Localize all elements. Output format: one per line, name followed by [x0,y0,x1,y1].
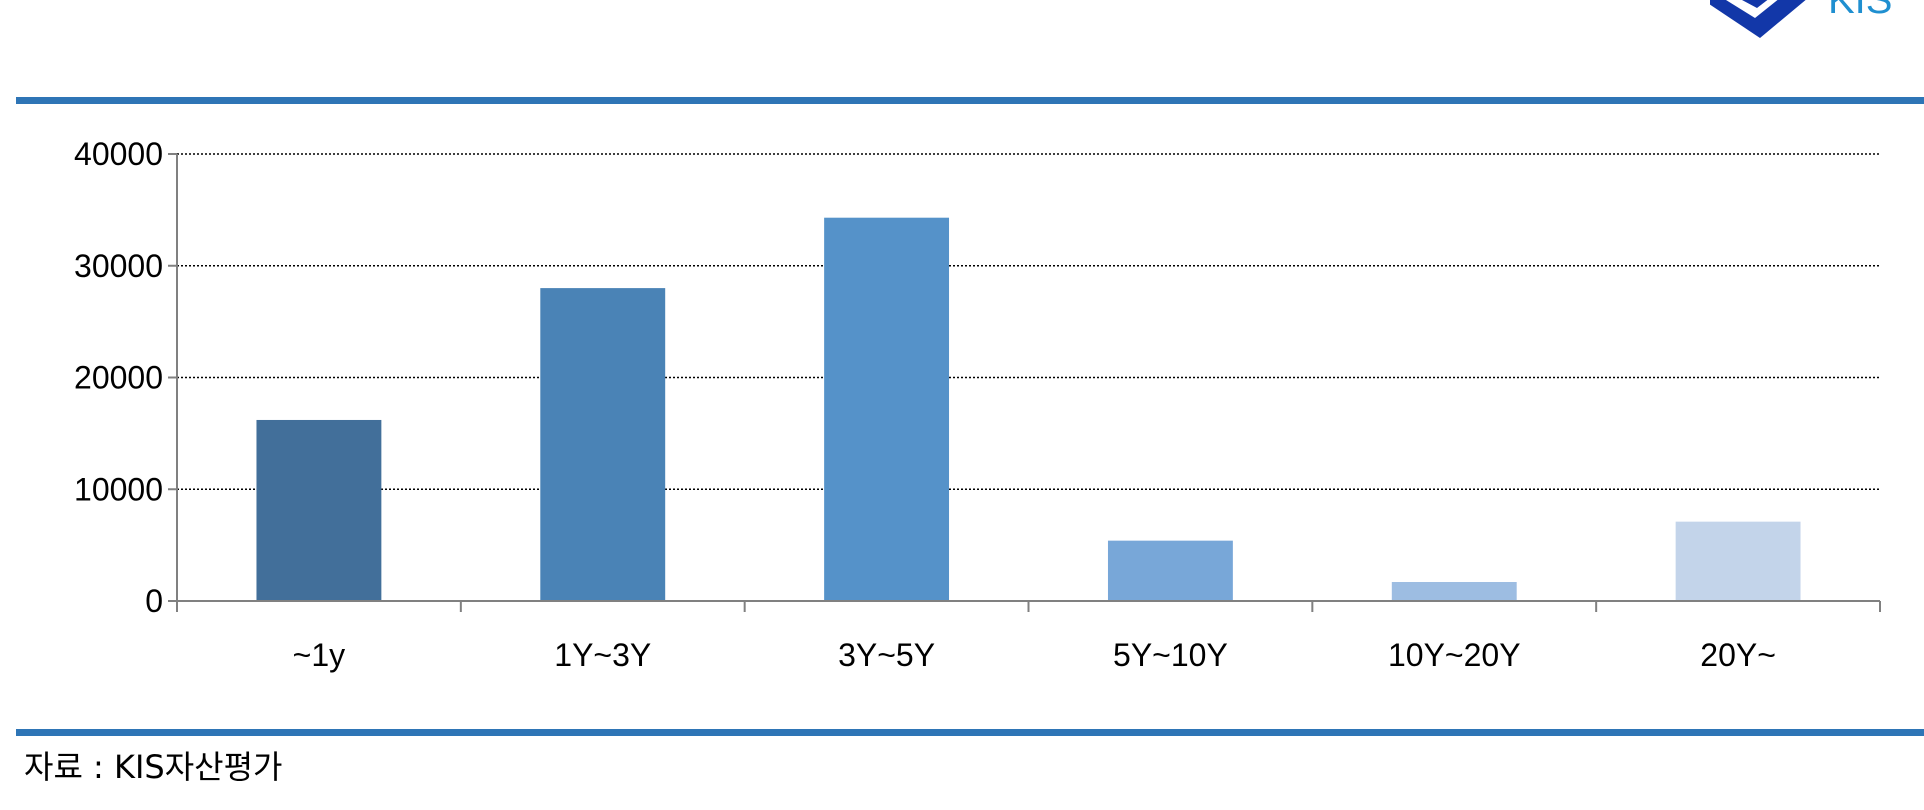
x-tick-label: 3Y~5Y [838,637,935,673]
bar [540,288,666,601]
axes [168,153,1881,612]
x-tick-label: 1Y~3Y [554,637,651,673]
y-tick-label: 0 [145,583,163,619]
y-tick-labels: 0 10000 20000 30000 40000 [74,136,163,619]
x-tick-label: 5Y~10Y [1113,637,1228,673]
source-note: 자료 : KIS자산평가 [24,748,283,786]
kis-logo: KIS [1710,0,1924,40]
kis-diamond-logo-icon [1710,0,1806,38]
y-tick-label: 30000 [74,248,163,284]
x-tick-label: 20Y~ [1700,637,1776,673]
bar [824,217,950,601]
bar [1675,521,1801,601]
x-tick-label: ~1y [293,637,345,673]
gridlines [177,153,1880,490]
bar-chart: 0 10000 20000 30000 40000 ~1y 1Y~3Y 3Y~5Y 5Y~10… [74,136,1881,673]
footer-rule [16,729,1924,736]
y-tick-label: 10000 [74,471,163,507]
bar [256,419,382,601]
logo-text: KIS [1828,0,1893,22]
bar [1107,540,1233,601]
header-rule [16,97,1924,104]
bars [256,217,1801,601]
y-tick-label: 40000 [74,136,163,172]
x-tick-label: 10Y~20Y [1388,637,1521,673]
bar [1391,582,1517,601]
y-tick-label: 20000 [74,360,163,396]
x-tick-labels: ~1y 1Y~3Y 3Y~5Y 5Y~10Y 10Y~20Y 20Y~ [293,637,1776,673]
